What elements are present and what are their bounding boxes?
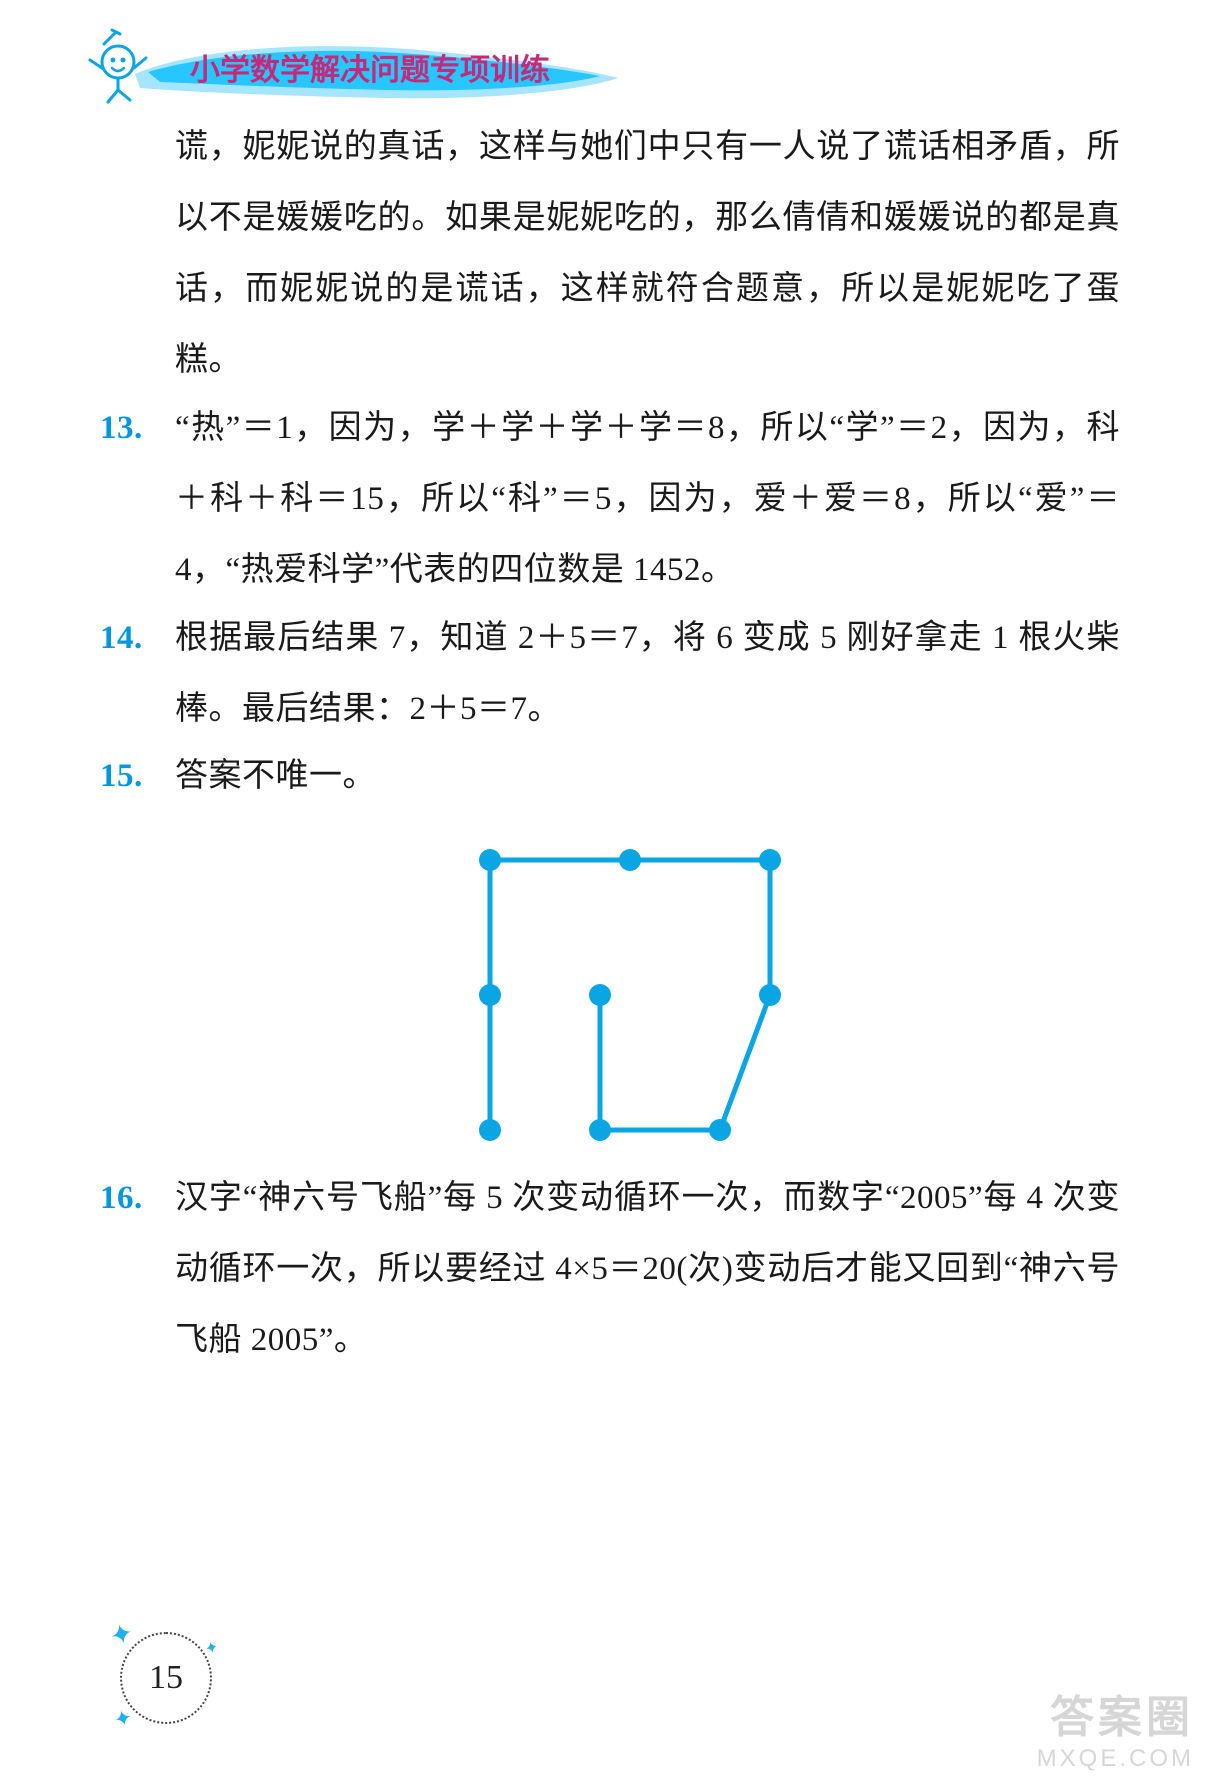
item-body: 根据最后结果 7，知道 2＋5＝7，将 6 变成 5 刚好拿走 1 根火柴棒。最… bbox=[100, 603, 1120, 745]
header-title-text: 小学数学解决问题专项训练 bbox=[190, 53, 550, 87]
item-14: 14. 根据最后结果 7，知道 2＋5＝7，将 6 变成 5 刚好拿走 1 根火… bbox=[100, 603, 1120, 745]
page-number: 15 bbox=[120, 1632, 212, 1724]
item-15: 15. 答案不唯一。 bbox=[100, 741, 1120, 812]
item-body: 汉字“神六号飞船”每 5 次变动循环一次，而数字“2005”每 4 次变动循环一… bbox=[100, 1163, 1120, 1376]
watermark-line2: MXQE.COM bbox=[1037, 1745, 1194, 1774]
item-16: 16. 汉字“神六号飞船”每 5 次变动循环一次，而数字“2005”每 4 次变… bbox=[100, 1163, 1120, 1376]
watermark: 答案圈 MXQE.COM bbox=[1037, 1692, 1194, 1774]
dots-path-diagram bbox=[460, 830, 800, 1150]
item-number: 13. bbox=[100, 393, 143, 464]
item-number: 16. bbox=[100, 1163, 143, 1234]
item-body: 答案不唯一。 bbox=[100, 741, 1120, 812]
item-number: 14. bbox=[100, 603, 143, 674]
item-13: 13. “热”＝1，因为，学＋学＋学＋学＝8，所以“学”＝2，因为，科＋科＋科＝… bbox=[100, 393, 1120, 606]
header-banner-svg: 小学数学解决问题专项训练 bbox=[70, 28, 630, 106]
item-number: 15. bbox=[100, 741, 143, 812]
diagram-svg bbox=[460, 830, 800, 1150]
watermark-line1: 答案圈 bbox=[1037, 1692, 1194, 1745]
item-body: “热”＝1，因为，学＋学＋学＋学＝8，所以“学”＝2，因为，科＋科＋科＝15，所… bbox=[100, 393, 1120, 606]
continuation-paragraph: 谎，妮妮说的真话，这样与她们中只有一人说了谎话相矛盾，所以不是媛媛吃的。如果是妮… bbox=[100, 112, 1120, 396]
content-column: 谎，妮妮说的真话，这样与她们中只有一人说了谎话相矛盾，所以不是媛媛吃的。如果是妮… bbox=[100, 112, 1120, 1376]
page-number-ornament: ✦ ✦ ✦ 15 bbox=[120, 1632, 212, 1724]
header-banner: 小学数学解决问题专项训练 bbox=[70, 28, 630, 106]
